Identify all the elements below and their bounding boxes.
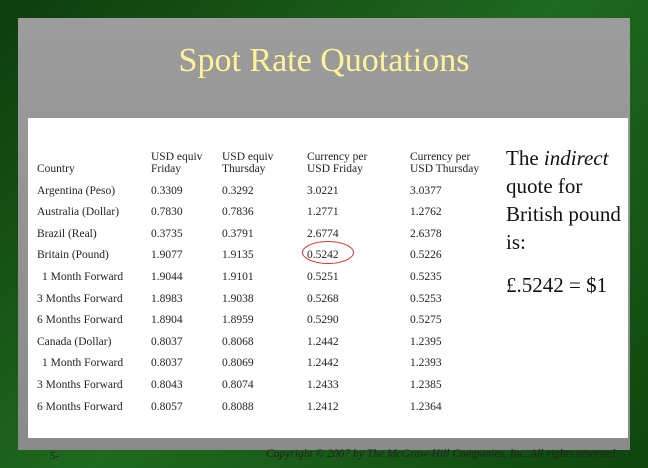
cell-country: Brazil (Real) xyxy=(37,227,97,240)
cell-per-usd-friday: 2.6774 xyxy=(307,227,339,240)
cell-country: 1 Month Forward xyxy=(42,357,124,370)
table-row: Canada (Dollar) 0.8037 0.8068 1.2442 1.2395 xyxy=(34,326,506,348)
cell-usd-friday: 0.7830 xyxy=(151,206,183,219)
cell-usd-friday: 0.8057 xyxy=(151,400,183,413)
cell-per-usd-thursday: 1.2385 xyxy=(410,378,442,391)
cell-usd-friday: 0.8037 xyxy=(151,357,183,370)
cell-per-usd-thursday: 1.2393 xyxy=(410,357,442,370)
highlighted-rate: 0.5242 xyxy=(307,249,339,262)
header-country: Country xyxy=(37,163,75,175)
cell-usd-thursday: 0.7836 xyxy=(222,206,254,219)
cell-per-usd-thursday: 3.0377 xyxy=(410,184,442,197)
cell-country: Australia (Dollar) xyxy=(37,206,120,219)
cell-per-usd-friday: 0.5242 xyxy=(302,240,407,264)
cell-per-usd-thursday: 1.2364 xyxy=(410,400,442,413)
cell-per-usd-thursday: 0.5275 xyxy=(410,314,442,327)
cell-usd-thursday: 0.8074 xyxy=(222,378,254,391)
header-usd-equiv-friday: USD equiv Friday xyxy=(151,151,203,175)
page-number: 5- xyxy=(50,450,60,462)
table-row: 6 Months Forward 0.8057 0.8088 1.2412 1.2364 xyxy=(34,391,506,413)
cell-usd-thursday: 0.8068 xyxy=(222,335,254,348)
cell-usd-thursday: 1.8959 xyxy=(222,314,254,327)
cell-usd-thursday: 0.8088 xyxy=(222,400,254,413)
indirect-word: indirect xyxy=(543,146,609,170)
cell-per-usd-friday: 3.0221 xyxy=(307,184,339,197)
header-usd-equiv-thursday: USD equiv Thursday xyxy=(222,151,274,175)
cell-per-usd-friday: 1.2771 xyxy=(307,206,339,219)
cell-per-usd-friday: 1.2433 xyxy=(307,378,339,391)
table-row: 3 Months Forward 1.8983 1.9038 0.5268 0.5253 xyxy=(34,283,506,305)
cell-per-usd-friday: 0.5290 xyxy=(307,314,339,327)
cell-per-usd-friday: 1.2412 xyxy=(307,400,339,413)
table-row: 6 Months Forward 1.8904 1.8959 0.5290 0.5275 xyxy=(34,305,506,327)
table-row: Britain (Pound) 1.9077 1.9135 0.5242 0.5226 xyxy=(34,240,506,264)
spot-rate-table: Country USD equiv Friday USD equiv Thursda… xyxy=(34,141,506,413)
cell-usd-friday: 0.3309 xyxy=(151,184,183,197)
cell-usd-friday: 1.8904 xyxy=(151,314,183,327)
cell-usd-friday: 0.8043 xyxy=(151,378,183,391)
cell-usd-friday: 1.9077 xyxy=(151,249,183,262)
header-currency-per-usd-thursday: Currency per USD Thursday xyxy=(410,151,480,175)
copyright-notice: Copyright © 2007 by The McGraw-Hill Comp… xyxy=(266,448,619,460)
cell-per-usd-friday: 0.5251 xyxy=(307,270,339,283)
cell-country: Britain (Pound) xyxy=(37,249,109,262)
cell-country: Canada (Dollar) xyxy=(37,335,112,348)
cell-per-usd-thursday: 0.5235 xyxy=(410,270,442,283)
table-row: Australia (Dollar) 0.7830 0.7836 1.2771 1.27… xyxy=(34,197,506,219)
cell-country: 3 Months Forward xyxy=(37,292,123,305)
cell-usd-friday: 1.9044 xyxy=(151,270,183,283)
cell-per-usd-thursday: 0.5253 xyxy=(410,292,442,305)
content-panel xyxy=(28,118,628,438)
cell-usd-thursday: 1.9101 xyxy=(222,270,254,283)
cell-usd-thursday: 0.8069 xyxy=(222,357,254,370)
cell-usd-thursday: 0.3791 xyxy=(222,227,254,240)
cell-usd-thursday: 1.9038 xyxy=(222,292,254,305)
cell-usd-thursday: 0.3292 xyxy=(222,184,254,197)
cell-per-usd-thursday: 2.6378 xyxy=(410,227,442,240)
table-row: 1 Month Forward 0.8037 0.8069 1.2442 1.2393 xyxy=(34,348,506,370)
cell-per-usd-friday: 1.2442 xyxy=(307,357,339,370)
table-row: Brazil (Real) 0.3735 0.3791 2.6774 2.6378 xyxy=(34,218,506,240)
pound-quote-equation: £.5242 = $1 xyxy=(506,273,608,297)
cell-country: 1 Month Forward xyxy=(42,270,124,283)
header-currency-per-usd-friday: Currency per USD Friday xyxy=(307,151,368,175)
table-header-row: Country USD equiv Friday USD equiv Thursda… xyxy=(34,141,506,175)
cell-country: 3 Months Forward xyxy=(37,378,123,391)
highlight-circle xyxy=(302,240,354,264)
cell-per-usd-thursday: 0.5226 xyxy=(410,249,442,262)
cell-per-usd-friday: 1.2442 xyxy=(307,335,339,348)
cell-usd-thursday: 1.9135 xyxy=(222,249,254,262)
cell-usd-friday: 1.8983 xyxy=(151,292,183,305)
cell-per-usd-thursday: 1.2762 xyxy=(410,206,442,219)
cell-usd-friday: 0.8037 xyxy=(151,335,183,348)
slide-title: Spot Rate Quotations xyxy=(178,42,470,79)
table-row: Argentina (Peso) 0.3309 0.3292 3.0221 3.0377 xyxy=(34,175,506,197)
cell-per-usd-friday: 0.5268 xyxy=(307,292,339,305)
cell-country: 6 Months Forward xyxy=(37,400,123,413)
table-row: 3 Months Forward 0.8043 0.8074 1.2433 1.2385 xyxy=(34,369,506,391)
table-row: 1 Month Forward 1.9044 1.9101 0.5251 0.5235 xyxy=(34,261,506,283)
indirect-quote-note: The indirect quote for British pound is: xyxy=(506,146,621,254)
cell-country: Argentina (Peso) xyxy=(37,184,116,197)
cell-country: 6 Months Forward xyxy=(37,314,123,327)
cell-usd-friday: 0.3735 xyxy=(151,227,183,240)
cell-per-usd-thursday: 1.2395 xyxy=(410,335,442,348)
